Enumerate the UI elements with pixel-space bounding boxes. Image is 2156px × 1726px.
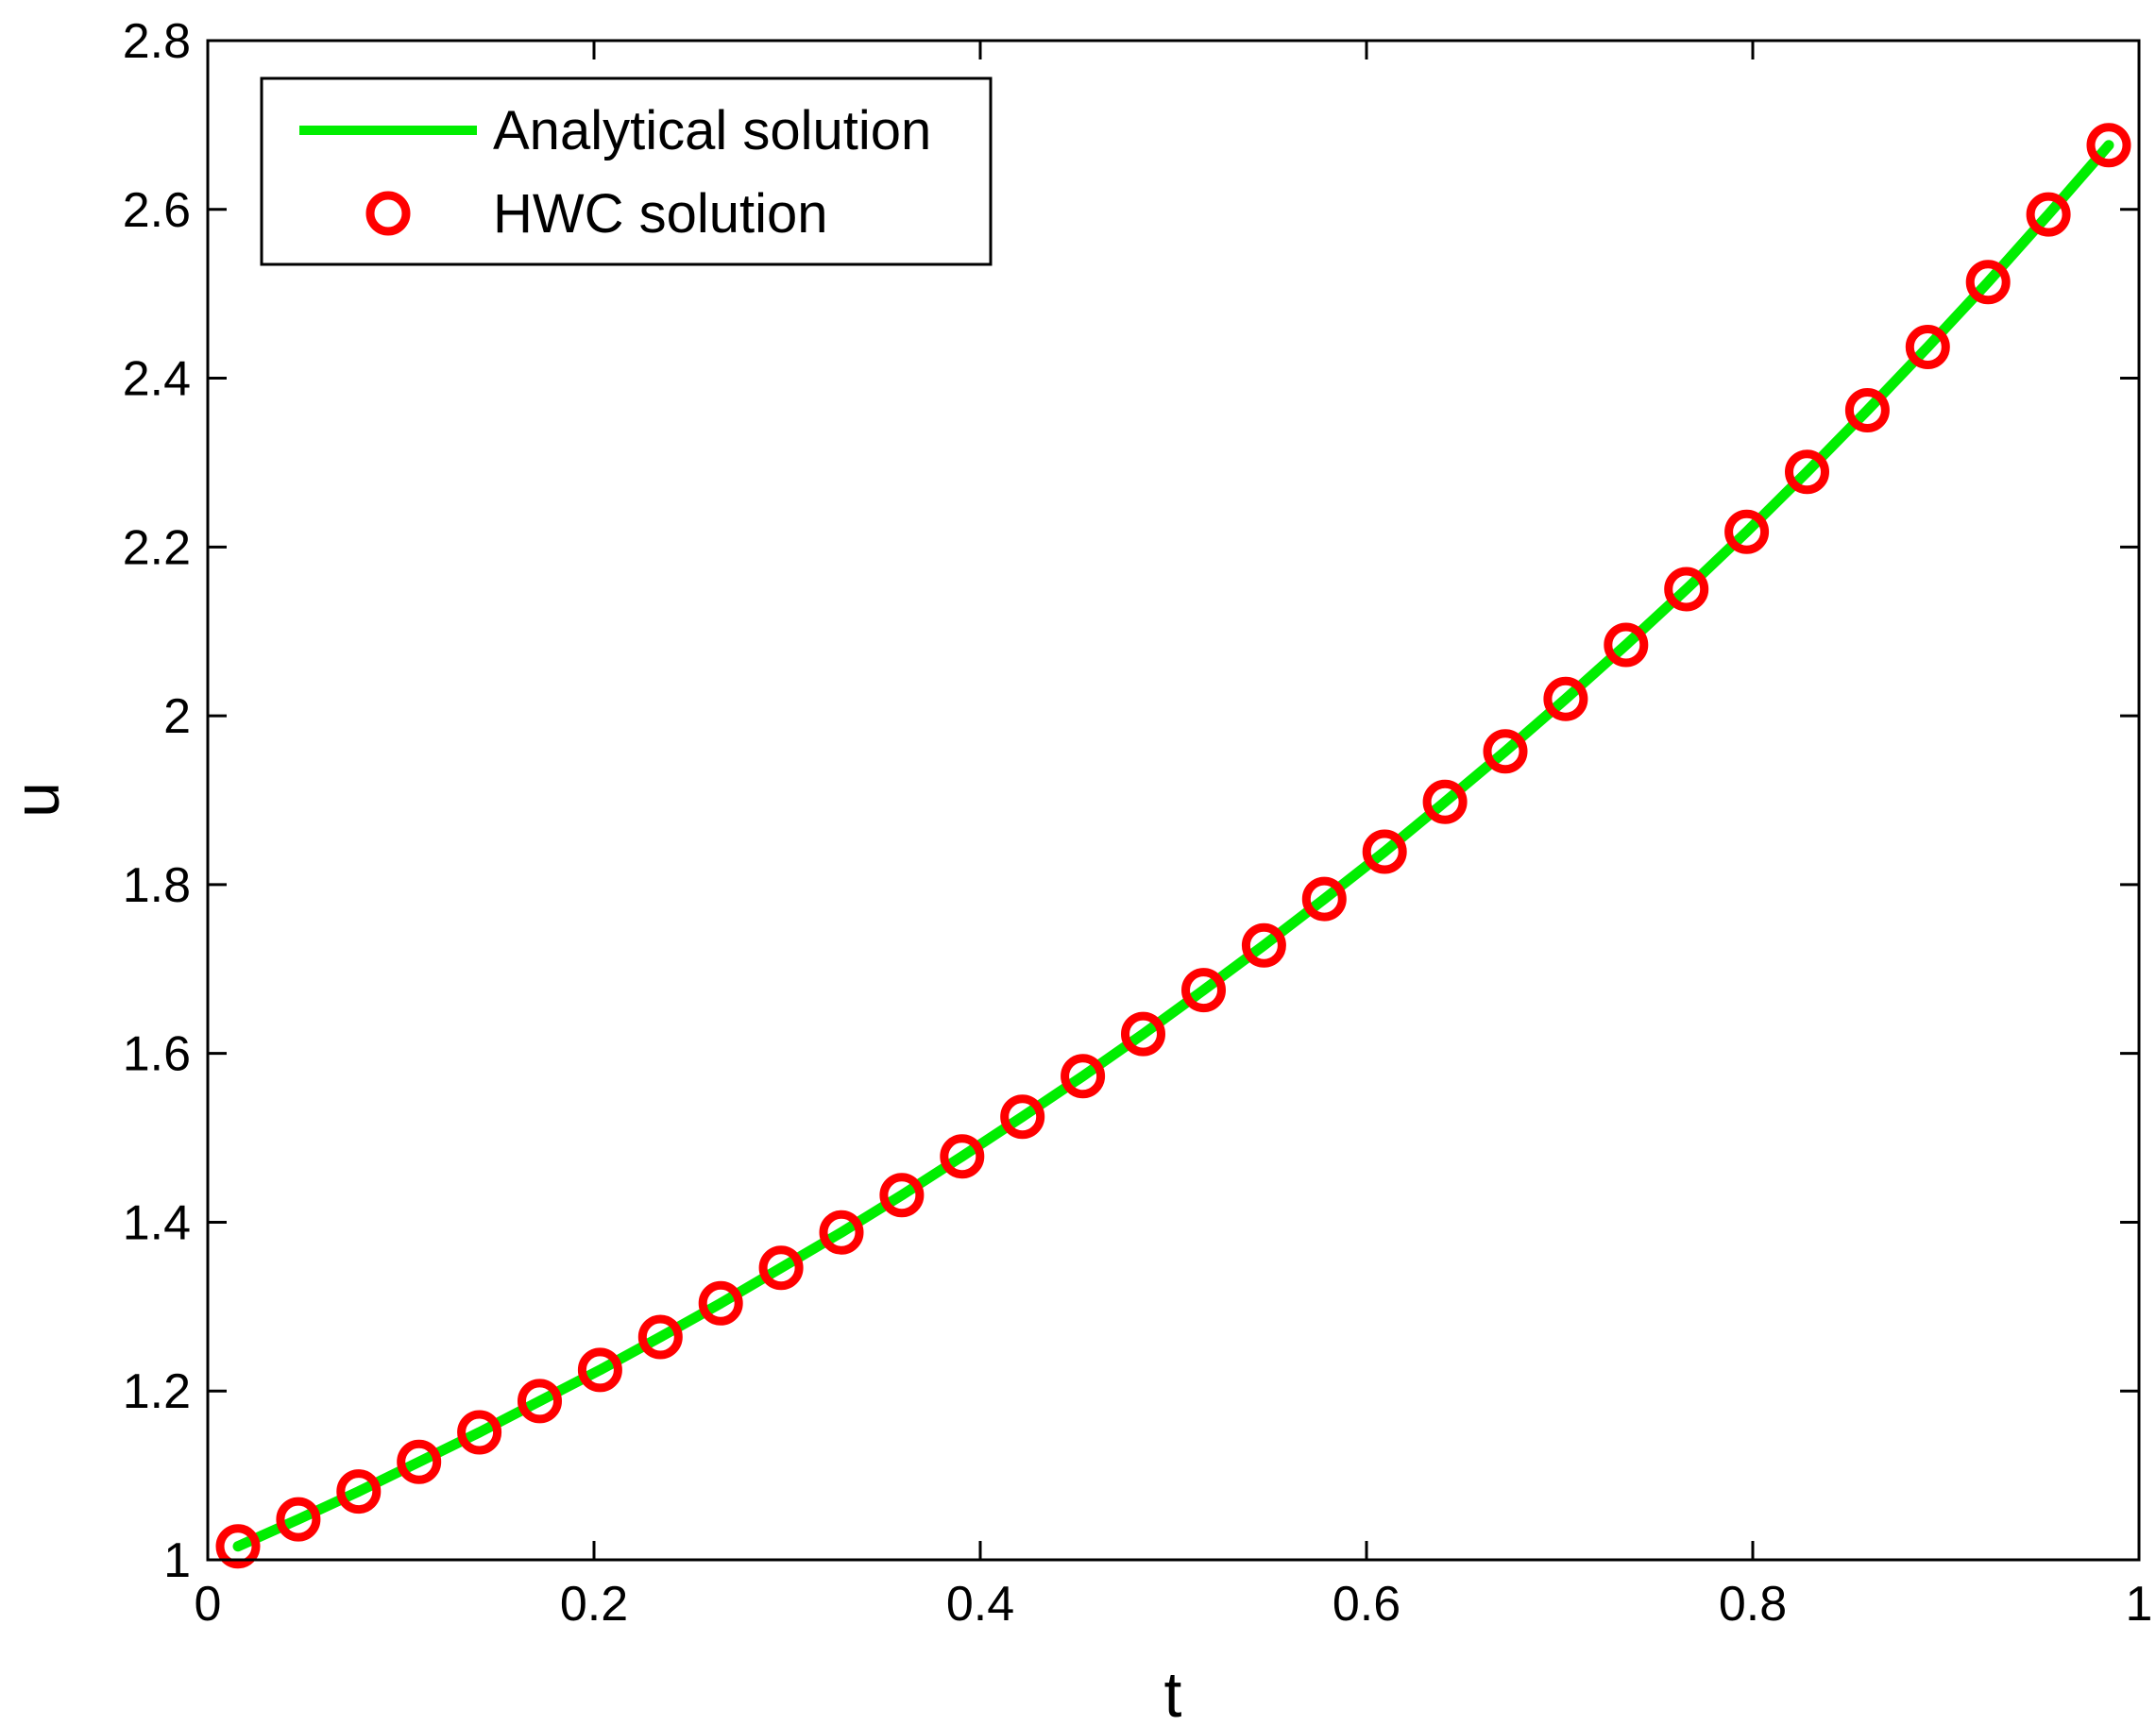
y-tick-label-9: 2.8 bbox=[123, 14, 191, 69]
x-tick-label-0: 0 bbox=[195, 1577, 222, 1632]
hwc-point-31 bbox=[2086, 123, 2131, 168]
y-tick-label-6: 2.2 bbox=[123, 520, 191, 575]
y-tick-label-3: 1.6 bbox=[123, 1027, 191, 1082]
hwc-point-12 bbox=[940, 1134, 985, 1179]
y-tick-label-1: 1.2 bbox=[123, 1364, 191, 1419]
y-tick-label-5: 2 bbox=[163, 689, 191, 744]
legend-marker-swatch bbox=[365, 191, 411, 236]
hwc-point-24 bbox=[1664, 567, 1709, 612]
x-axis-label: t bbox=[1164, 1659, 1182, 1726]
y-tick-label-2: 1.4 bbox=[123, 1195, 191, 1250]
x-tick-label-5: 1 bbox=[2126, 1577, 2153, 1632]
x-tick-label-2: 0.4 bbox=[946, 1577, 1014, 1632]
hwc-point-16 bbox=[1181, 968, 1226, 1013]
hwc-point-15 bbox=[1121, 1011, 1165, 1057]
y-tick-label-8: 2.6 bbox=[123, 183, 191, 238]
hwc-point-27 bbox=[1844, 388, 1890, 432]
plot-background bbox=[208, 41, 2139, 1560]
hwc-point-26 bbox=[1785, 449, 1829, 495]
hwc-point-13 bbox=[1000, 1094, 1045, 1140]
legend-label-analytical: Analytical solution bbox=[493, 100, 931, 161]
hwc-point-20 bbox=[1422, 779, 1468, 824]
hwc-point-2 bbox=[336, 1469, 382, 1514]
y-tick-label-4: 1.8 bbox=[123, 858, 191, 913]
hwc-point-19 bbox=[1362, 829, 1407, 874]
x-tick-label-4: 0.8 bbox=[1719, 1577, 1787, 1632]
hwc-point-22 bbox=[1543, 676, 1588, 721]
hwc-point-3 bbox=[397, 1439, 442, 1484]
hwc-point-21 bbox=[1483, 729, 1528, 774]
hwc-point-17 bbox=[1241, 922, 1286, 968]
hwc-point-7 bbox=[637, 1314, 683, 1360]
hwc-point-30 bbox=[2026, 192, 2071, 237]
hwc-point-18 bbox=[1301, 876, 1347, 922]
legend-label-hwc: HWC solution bbox=[493, 183, 828, 245]
plot-frame bbox=[206, 39, 2141, 1562]
hwc-point-6 bbox=[577, 1347, 622, 1393]
legend: Analytical solution HWC solution bbox=[260, 76, 993, 266]
hwc-point-0 bbox=[215, 1524, 261, 1569]
hwc-point-28 bbox=[1905, 325, 1950, 369]
hwc-series bbox=[215, 123, 2131, 1569]
y-tick-label-7: 2.4 bbox=[123, 352, 191, 407]
hwc-point-1 bbox=[276, 1497, 321, 1542]
hwc-point-5 bbox=[518, 1379, 562, 1424]
x-tick-label-1: 0.2 bbox=[560, 1577, 628, 1632]
hwc-point-8 bbox=[698, 1280, 743, 1326]
hwc-point-14 bbox=[1061, 1054, 1106, 1099]
hwc-point-11 bbox=[879, 1173, 925, 1218]
hwc-point-4 bbox=[457, 1410, 502, 1455]
y-axis-label: u bbox=[1, 782, 73, 818]
hwc-point-29 bbox=[1965, 260, 2011, 305]
y-tick-label-0: 1 bbox=[163, 1533, 191, 1588]
tick-labels: 0 0.2 0.4 0.6 0.8 1 1 1.2 1.4 1.6 1.8 2 2.2 2.4 2.6 2.8 bbox=[123, 14, 2153, 1632]
x-tick-label-3: 0.6 bbox=[1333, 1577, 1401, 1632]
hwc-point-23 bbox=[1604, 622, 1649, 668]
hwc-point-10 bbox=[819, 1210, 864, 1255]
hwc-point-9 bbox=[758, 1245, 804, 1291]
hwc-point-25 bbox=[1724, 509, 1770, 554]
